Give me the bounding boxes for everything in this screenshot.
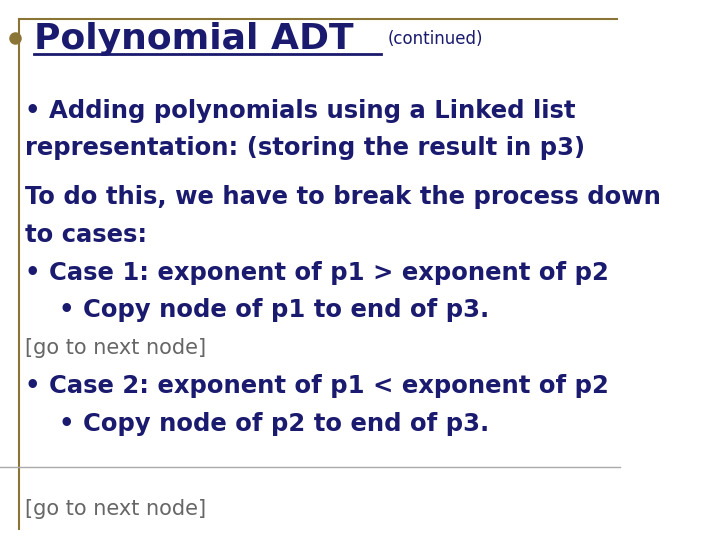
Text: Polynomial ADT: Polynomial ADT xyxy=(34,22,354,56)
Text: • Adding polynomials using a Linked list: • Adding polynomials using a Linked list xyxy=(24,99,575,123)
Text: (continued): (continued) xyxy=(387,30,483,48)
Text: • Case 1: exponent of p1 > exponent of p2: • Case 1: exponent of p1 > exponent of p… xyxy=(24,261,608,285)
Text: • Copy node of p2 to end of p3.: • Copy node of p2 to end of p3. xyxy=(24,412,489,436)
Text: representation: (storing the result in p3): representation: (storing the result in p… xyxy=(24,137,585,160)
Text: [go to next node]: [go to next node] xyxy=(24,498,206,519)
Text: To do this, we have to break the process down: To do this, we have to break the process… xyxy=(24,185,661,209)
Text: • Case 2: exponent of p1 < exponent of p2: • Case 2: exponent of p1 < exponent of p… xyxy=(24,374,608,398)
Text: to cases:: to cases: xyxy=(24,223,147,247)
Text: [go to next node]: [go to next node] xyxy=(24,338,206,359)
Text: • Copy node of p1 to end of p3.: • Copy node of p1 to end of p3. xyxy=(24,299,489,322)
